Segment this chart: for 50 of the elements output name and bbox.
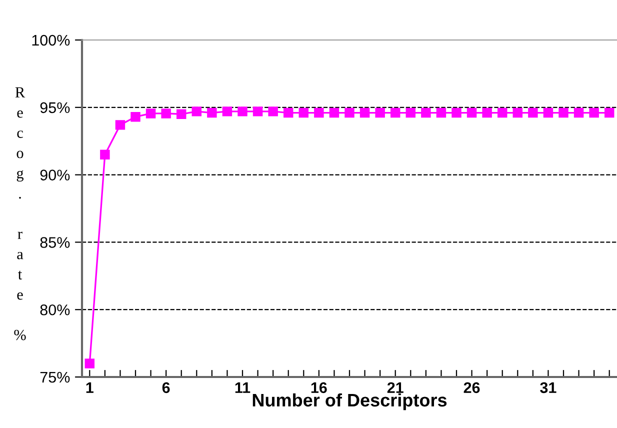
point bbox=[298, 108, 309, 118]
y-tick-label: 80% bbox=[40, 304, 70, 316]
point bbox=[543, 108, 554, 118]
point bbox=[375, 108, 385, 118]
point bbox=[558, 108, 568, 118]
point bbox=[390, 108, 400, 118]
point bbox=[452, 108, 462, 118]
point bbox=[344, 108, 354, 118]
point bbox=[314, 108, 324, 118]
point bbox=[604, 108, 614, 118]
point bbox=[238, 106, 248, 116]
point bbox=[360, 108, 370, 118]
point bbox=[130, 112, 140, 122]
point bbox=[100, 150, 110, 160]
point bbox=[84, 358, 95, 368]
point bbox=[436, 108, 446, 118]
point bbox=[207, 108, 217, 118]
point bbox=[161, 108, 171, 118]
point bbox=[528, 108, 538, 118]
point bbox=[482, 108, 492, 118]
point bbox=[283, 108, 294, 118]
point bbox=[421, 108, 431, 118]
x-tick-label: 1 bbox=[86, 382, 94, 393]
point bbox=[222, 106, 232, 116]
point bbox=[146, 108, 156, 118]
point bbox=[497, 108, 508, 118]
point bbox=[176, 109, 186, 119]
point bbox=[574, 108, 584, 118]
text: Recog. rate % bbox=[14, 87, 26, 340]
x-axis-title: Number of Descriptors bbox=[252, 393, 447, 410]
y-tick-label: 85% bbox=[40, 237, 70, 248]
point bbox=[466, 108, 477, 118]
point bbox=[512, 108, 523, 118]
point bbox=[406, 108, 416, 118]
y-tick-label: 90% bbox=[40, 170, 70, 180]
x-tick-label: 26 bbox=[464, 382, 480, 394]
point bbox=[252, 106, 263, 116]
x-tick-label: 31 bbox=[540, 382, 556, 394]
point bbox=[589, 108, 599, 118]
x-tick-label: 21 bbox=[387, 382, 404, 393]
y-tick-label: 100% bbox=[32, 34, 70, 46]
point bbox=[192, 106, 202, 116]
point bbox=[115, 120, 126, 130]
x-tick-label: 6 bbox=[162, 382, 170, 394]
point bbox=[329, 108, 340, 118]
x-tick-label: 16 bbox=[311, 382, 327, 394]
x-tick-label: 11 bbox=[235, 382, 250, 393]
y-tick-label: 75% bbox=[40, 372, 70, 383]
y-tick-label: 95% bbox=[40, 102, 70, 114]
point bbox=[268, 106, 278, 116]
